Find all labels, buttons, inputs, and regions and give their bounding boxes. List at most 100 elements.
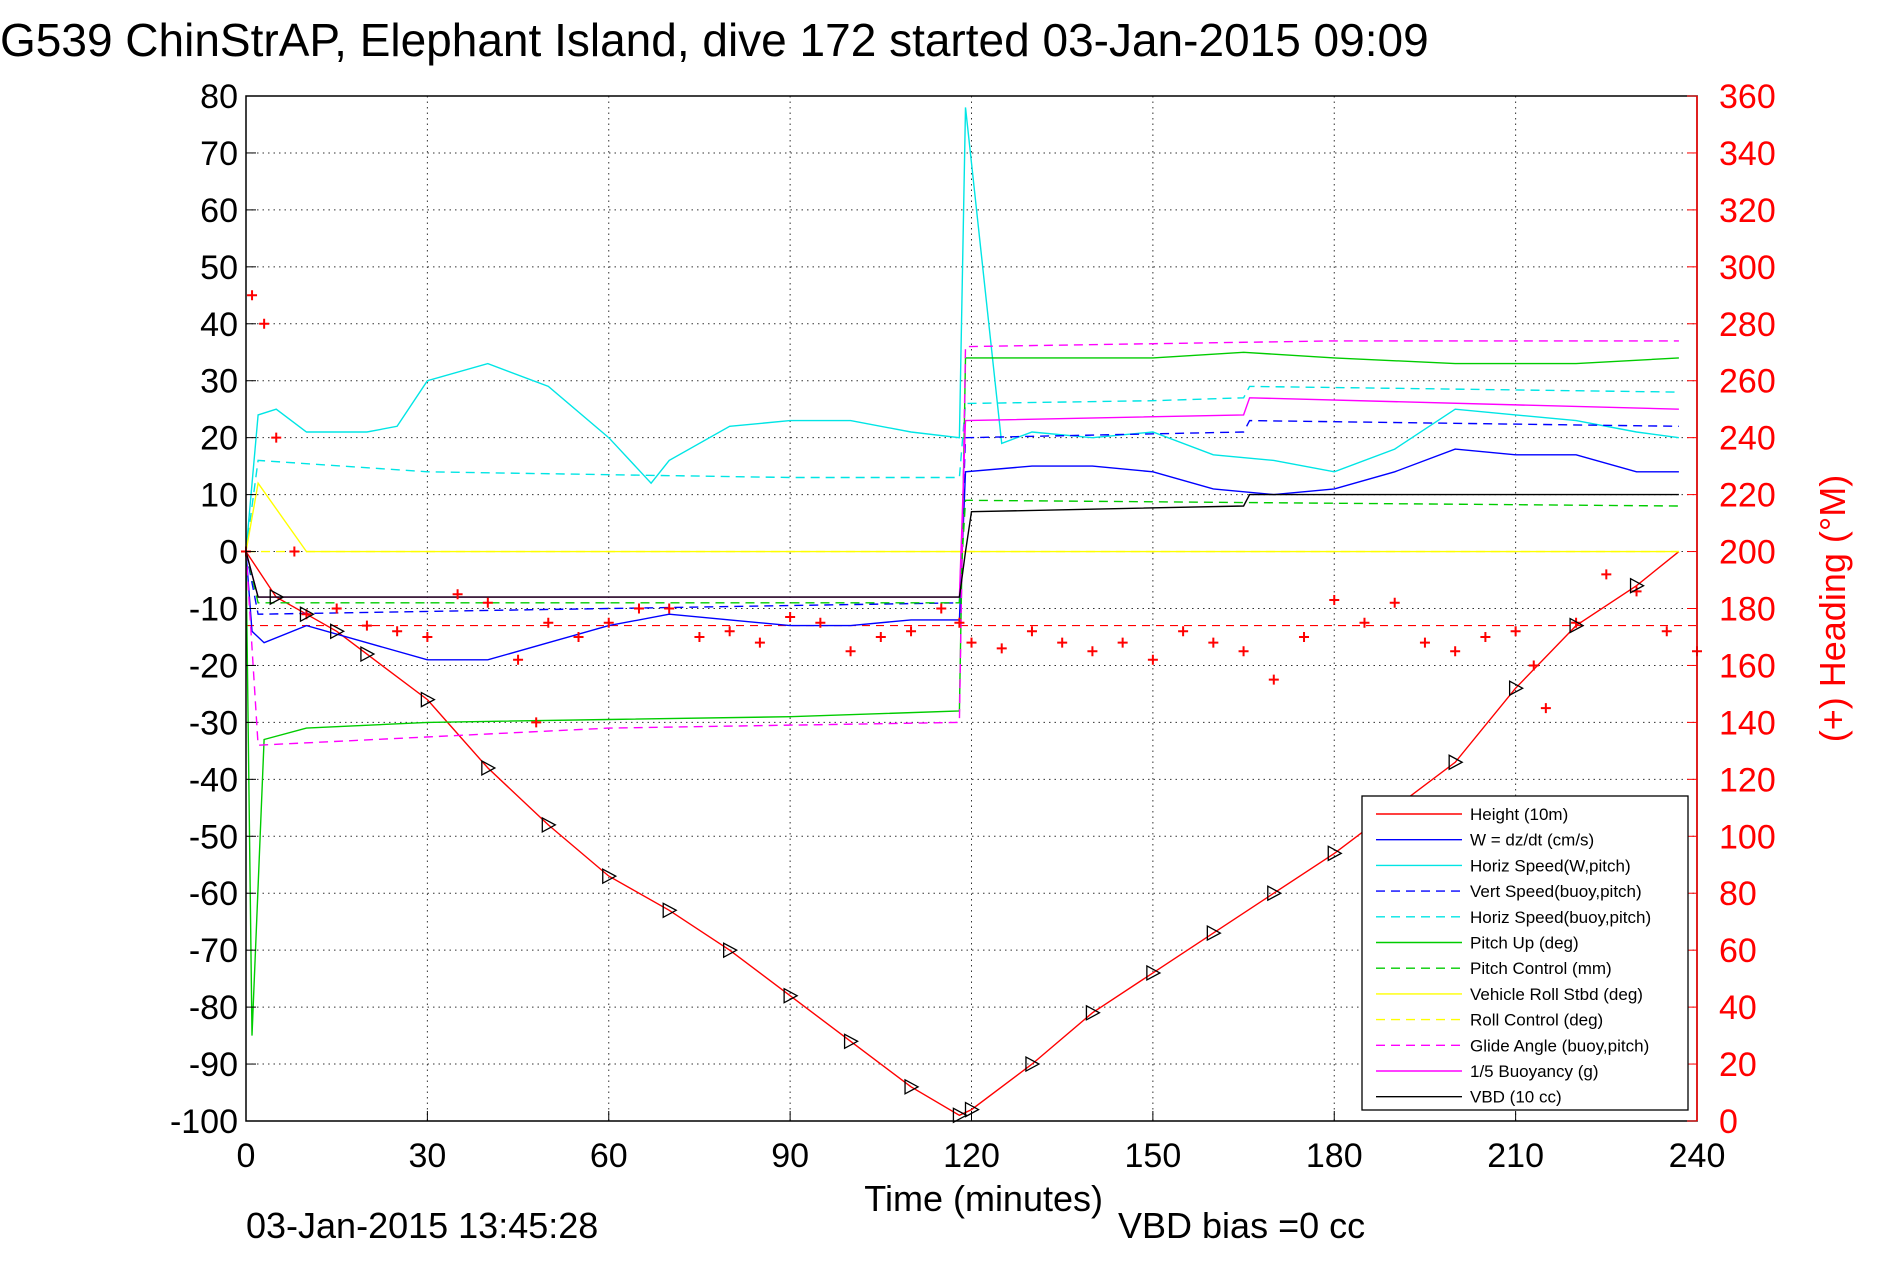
y2-tick-label: 200 — [1719, 534, 1776, 572]
legend-entry: VBD (10 cc) — [1470, 1088, 1562, 1107]
y-axis-right-ticks: 3603403203002802602402202001801601401201… — [1687, 78, 1776, 1141]
heading-point — [724, 626, 735, 637]
heading-point — [875, 631, 886, 642]
y-tick-label: -30 — [189, 704, 238, 742]
y-tick-label: 0 — [219, 534, 238, 572]
heading-point — [1359, 617, 1370, 628]
height-marker — [1508, 680, 1525, 697]
heading-point — [247, 290, 258, 301]
y2-tick-label: 220 — [1719, 477, 1776, 515]
y-tick-label: -70 — [189, 932, 238, 970]
heading-point — [906, 626, 917, 637]
heading-point — [1601, 569, 1612, 580]
y-tick-label: 40 — [200, 306, 238, 344]
chart-title: G539 ChinStrAP, Elephant Island, dive 17… — [0, 14, 1429, 66]
heading-point — [531, 717, 542, 728]
series-line-6 — [245, 499, 1679, 604]
series-line-11 — [245, 493, 1679, 598]
heading-point — [1510, 626, 1521, 637]
heading-point — [1147, 654, 1158, 665]
y-tick-label: -60 — [189, 875, 238, 913]
legend-entry: Vehicle Roll Stbd (deg) — [1470, 985, 1643, 1004]
x-axis-ticks: 0 30 60 90 120 150 180 210 240 — [237, 1111, 1725, 1175]
heading-point — [1208, 637, 1219, 648]
y-tick-label: -10 — [189, 591, 238, 629]
height-marker — [783, 987, 799, 1004]
height-marker — [1629, 577, 1645, 594]
series-line-1 — [245, 448, 1679, 661]
height-marker — [952, 1107, 968, 1124]
y-tick-label: 80 — [200, 78, 238, 116]
heading-point — [513, 654, 524, 665]
height-marker — [330, 623, 346, 640]
height-marker — [723, 942, 739, 959]
height-marker — [481, 759, 497, 777]
heading-point — [1329, 594, 1340, 605]
y-tick-label: -90 — [189, 1046, 238, 1084]
y2-tick-label: 120 — [1719, 761, 1776, 799]
legend-entry: Roll Control (deg) — [1470, 1011, 1603, 1030]
y2-tick-label: 300 — [1719, 249, 1776, 287]
y-tick-label: 60 — [200, 192, 238, 230]
y-axis-left-ticks: 80 70 60 50 40 30 20 10 0 -10 -20 -30 -40 -50 -60 -70 -8… — [170, 78, 256, 1141]
heading-point — [1450, 646, 1461, 657]
heading-point — [1087, 646, 1098, 657]
heading-point — [271, 432, 282, 443]
y2-tick-label: 60 — [1719, 932, 1757, 970]
y-tick-label: 30 — [200, 363, 238, 401]
timestamp-label: 03-Jan-2015 13:45:28 — [246, 1205, 598, 1246]
legend-entry: Horiz Speed(buoy,pitch) — [1470, 908, 1651, 927]
heading-point — [1117, 637, 1128, 648]
heading-point — [482, 597, 493, 608]
y2-tick-label: 280 — [1719, 306, 1776, 344]
x-tick-label: 150 — [1125, 1137, 1182, 1175]
heading-point — [1419, 637, 1430, 648]
heading-point — [996, 643, 1007, 654]
height-marker — [1569, 617, 1585, 634]
y2-tick-label: 260 — [1719, 363, 1776, 401]
height-marker — [602, 868, 618, 885]
height-marker — [1206, 924, 1222, 942]
x-tick-label: 60 — [590, 1137, 628, 1175]
height-marker — [420, 691, 436, 708]
height-marker — [269, 589, 285, 606]
y2-tick-label: 140 — [1719, 704, 1776, 742]
y2-tick-label: 340 — [1719, 135, 1776, 173]
y-tick-label: 70 — [200, 135, 238, 173]
heading-point — [1389, 597, 1400, 608]
heading-point — [361, 620, 372, 631]
heading-point — [1299, 631, 1310, 642]
heading-point — [289, 546, 300, 557]
heading-point — [543, 617, 554, 628]
heading-point — [1480, 631, 1491, 642]
height-marker — [662, 902, 678, 919]
height-marker — [541, 816, 557, 833]
heading-point — [1268, 674, 1279, 685]
x-tick-label: 120 — [943, 1137, 1000, 1175]
y-tick-label: -80 — [189, 989, 238, 1027]
x-tick-label: 180 — [1306, 1137, 1363, 1175]
legend-entry: Pitch Up (deg) — [1470, 934, 1579, 953]
height-marker — [1025, 1055, 1041, 1073]
heading-point — [785, 612, 796, 623]
y-tick-label: 50 — [200, 249, 238, 287]
y2-tick-label: 40 — [1719, 989, 1757, 1027]
heading-point — [1178, 626, 1189, 637]
series-line-9 — [245, 340, 1679, 746]
y2-tick-label: 0 — [1719, 1103, 1738, 1141]
x-tick-label: 90 — [771, 1137, 809, 1175]
heading-point — [331, 603, 342, 614]
heading-point — [1571, 617, 1582, 628]
heading-point — [1026, 626, 1037, 637]
y2-tick-label: 240 — [1719, 420, 1776, 458]
legend-entry: W = dz/dt (cm/s) — [1470, 831, 1594, 850]
legend-entry: Pitch Control (mm) — [1470, 959, 1612, 978]
plot-series — [241, 107, 1702, 1124]
heading-point — [954, 617, 965, 628]
heading-point — [1238, 646, 1249, 657]
height-marker — [904, 1078, 920, 1095]
series-line-2 — [245, 107, 1679, 552]
height-marker — [843, 1033, 859, 1050]
legend: Height (10m) W = dz/dt (cm/s) Horiz Speed(… — [1361, 795, 1689, 1111]
